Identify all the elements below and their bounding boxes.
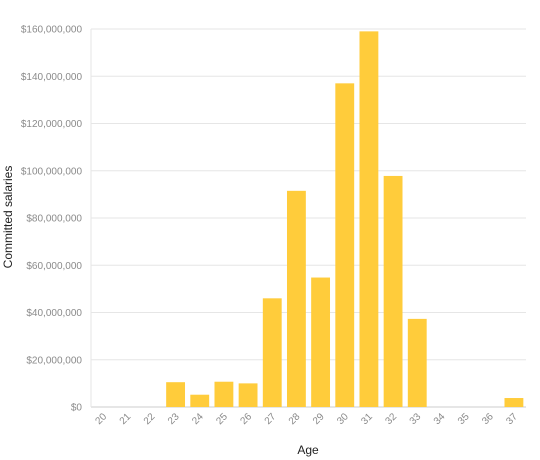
bar-age-29[interactable] — [311, 277, 331, 407]
bar-age-27[interactable] — [262, 298, 282, 407]
x-tick-label: 34 — [432, 411, 448, 427]
bar-age-26[interactable] — [238, 383, 258, 407]
y-tick-label: $80,000,000 — [26, 214, 82, 225]
bar-age-31[interactable] — [359, 31, 379, 408]
x-tick-label: 35 — [456, 411, 472, 427]
x-tick-label: 36 — [480, 411, 496, 427]
y-tick-label: $40,000,000 — [26, 308, 82, 319]
x-tick-label: 32 — [383, 411, 399, 427]
x-tick-label: 20 — [93, 411, 109, 427]
x-tick-label: 21 — [118, 411, 134, 427]
x-tick-label: 24 — [190, 411, 206, 427]
bar-age-24[interactable] — [190, 394, 210, 407]
bar-age-32[interactable] — [383, 175, 403, 407]
x-tick-label: 37 — [504, 411, 520, 427]
grid-lines — [90, 28, 526, 408]
bar-age-25[interactable] — [214, 381, 234, 407]
x-tick-label: 27 — [263, 411, 279, 427]
x-axis-title: Age — [297, 443, 319, 457]
y-tick-label: $0 — [71, 403, 83, 414]
bar-age-23[interactable] — [166, 382, 186, 407]
x-tick-label: 31 — [359, 411, 375, 427]
x-tick-label: 29 — [311, 411, 327, 427]
y-tick-label: $120,000,000 — [21, 119, 83, 130]
y-axis-ticks: $0 $20,000,000 $40,000,000 $60,000,000 $80,0… — [21, 25, 83, 414]
x-tick-label: 28 — [287, 411, 303, 427]
y-tick-label: $60,000,000 — [26, 261, 82, 272]
y-axis-title: Committed salaries — [1, 166, 15, 269]
x-tick-label: 23 — [166, 411, 182, 427]
x-tick-label: 30 — [335, 411, 351, 427]
y-tick-label: $20,000,000 — [26, 355, 82, 366]
bar-age-37[interactable] — [504, 398, 524, 407]
x-tick-label: 22 — [142, 411, 158, 427]
x-tick-label: 33 — [408, 411, 424, 427]
bar-age-33[interactable] — [407, 318, 427, 407]
x-axis-ticks: 20 21 22 23 24 25 26 27 28 29 30 31 32 33 34 35 36 37 — [93, 411, 520, 427]
bars — [166, 31, 524, 408]
x-tick-label: 25 — [214, 411, 230, 427]
y-tick-label: $140,000,000 — [21, 72, 83, 83]
bar-age-30[interactable] — [335, 83, 355, 408]
y-tick-label: $160,000,000 — [21, 25, 83, 36]
bar-age-28[interactable] — [286, 190, 306, 407]
y-tick-label: $100,000,000 — [21, 166, 83, 177]
x-tick-label: 26 — [238, 411, 254, 427]
